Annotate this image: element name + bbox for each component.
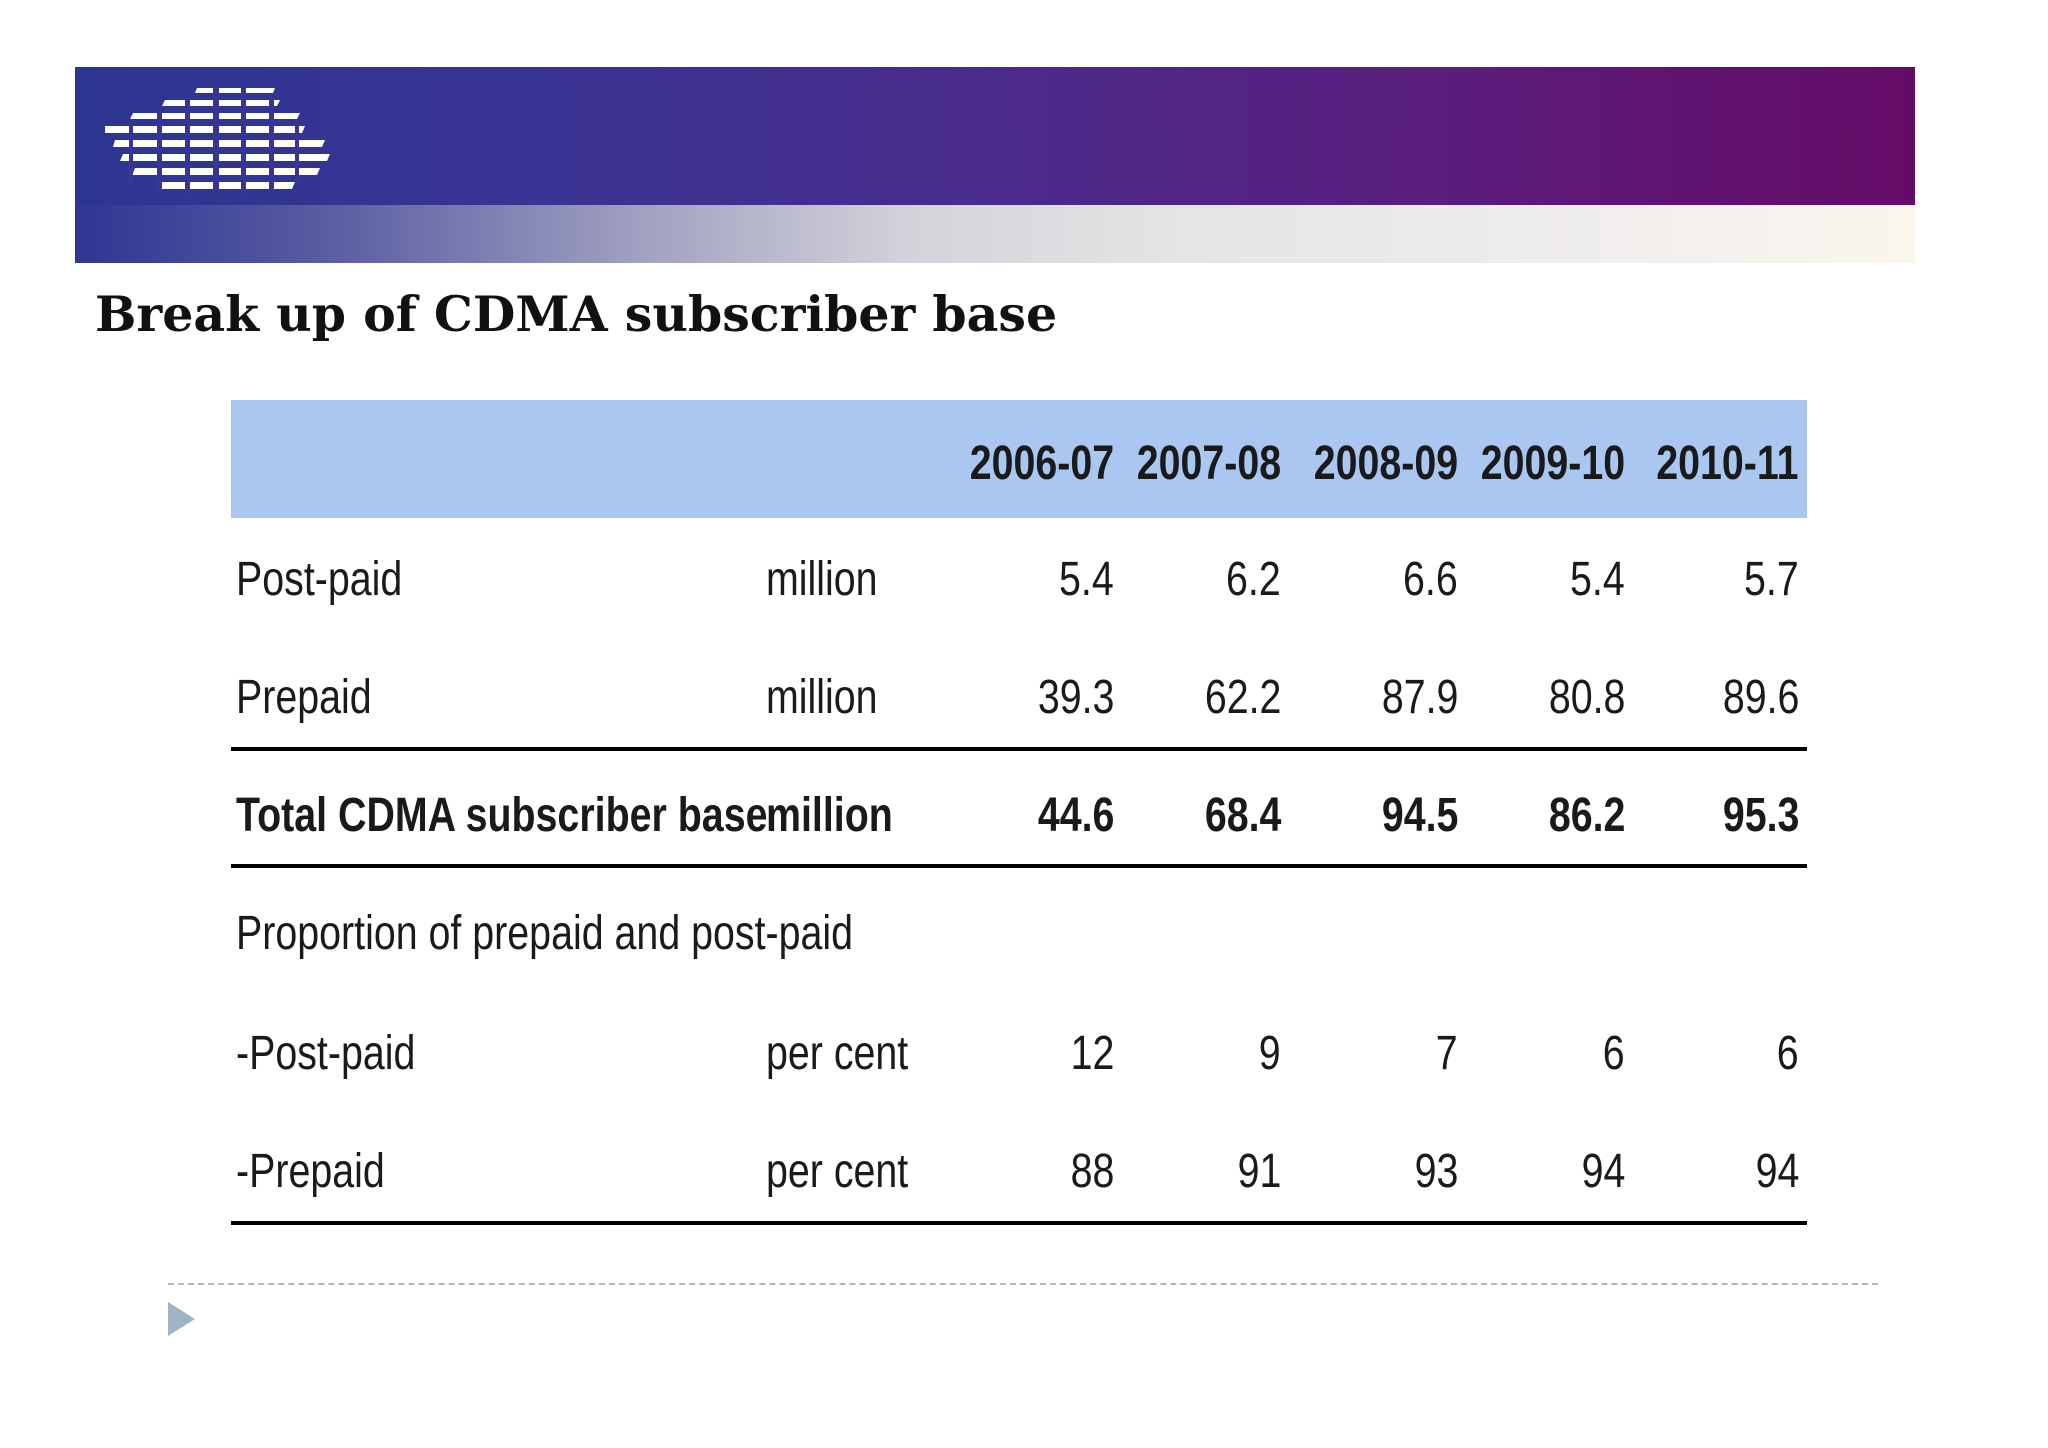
- table-header-row: 2006-07 2007-08 2008-09 2009-10 2010-11: [231, 400, 1807, 518]
- table-cell: 94: [1755, 1145, 1799, 1198]
- table-cell: 5.7: [1744, 553, 1799, 606]
- table-cell: 88: [1070, 1145, 1114, 1198]
- triangle-bullet-icon: [168, 1302, 195, 1336]
- column-header: 2010-11: [1656, 437, 1799, 490]
- row-unit: per cent: [766, 1145, 909, 1198]
- table-cell: 62.2: [1204, 671, 1281, 724]
- table-cell: 44.6: [1037, 789, 1114, 842]
- table-cell: 6: [1603, 1027, 1625, 1080]
- row-unit: million: [766, 553, 878, 606]
- table-cell: 39.3: [1037, 671, 1114, 724]
- table-cell: 68.4: [1204, 789, 1281, 842]
- row-label: Prepaid: [236, 671, 372, 724]
- table-cell: 80.8: [1548, 671, 1625, 724]
- table-cell: 5.4: [1059, 553, 1114, 606]
- striped-globe-logo: [105, 88, 330, 196]
- table-rule: [231, 1221, 1807, 1225]
- column-header: 2008-09: [1313, 437, 1458, 490]
- column-header: 2009-10: [1480, 437, 1625, 490]
- table-cell: 7: [1436, 1027, 1458, 1080]
- row-label: -Post-paid: [236, 1027, 416, 1080]
- row-label: -Prepaid: [236, 1145, 385, 1198]
- footer-divider: [168, 1283, 1878, 1285]
- row-label: Total CDMA subscriber base: [236, 789, 768, 842]
- table-cell: 91: [1237, 1145, 1281, 1198]
- row-unit: million: [766, 671, 878, 724]
- table-cell: 12: [1070, 1027, 1114, 1080]
- slide-title: Break up of CDMA subscriber base: [95, 285, 1058, 343]
- row-unit: per cent: [766, 1027, 909, 1080]
- table-cell: 94: [1581, 1145, 1625, 1198]
- table-cell: 87.9: [1381, 671, 1458, 724]
- row-label: Post-paid: [236, 553, 403, 606]
- section-label: Proportion of prepaid and post-paid: [236, 907, 854, 960]
- table-cell: 95.3: [1722, 789, 1799, 842]
- table-cell: 6: [1777, 1027, 1799, 1080]
- column-header: 2006-07: [969, 437, 1114, 490]
- table-cell: 89.6: [1722, 671, 1799, 724]
- table-rule: [231, 864, 1807, 868]
- table-rule: [231, 747, 1807, 751]
- table-cell: 86.2: [1548, 789, 1625, 842]
- banner-gradient-top: [75, 67, 1915, 205]
- banner-gradient-bottom: [75, 205, 1915, 263]
- column-header: 2007-08: [1136, 437, 1281, 490]
- table-cell: 93: [1414, 1145, 1458, 1198]
- table-cell: 5.4: [1570, 553, 1625, 606]
- table-cell: 9: [1259, 1027, 1281, 1080]
- table-cell: 6.6: [1403, 553, 1458, 606]
- table-cell: 6.2: [1226, 553, 1281, 606]
- header-banner: [75, 67, 1915, 263]
- table-cell: 94.5: [1381, 789, 1458, 842]
- row-unit: million: [766, 789, 893, 842]
